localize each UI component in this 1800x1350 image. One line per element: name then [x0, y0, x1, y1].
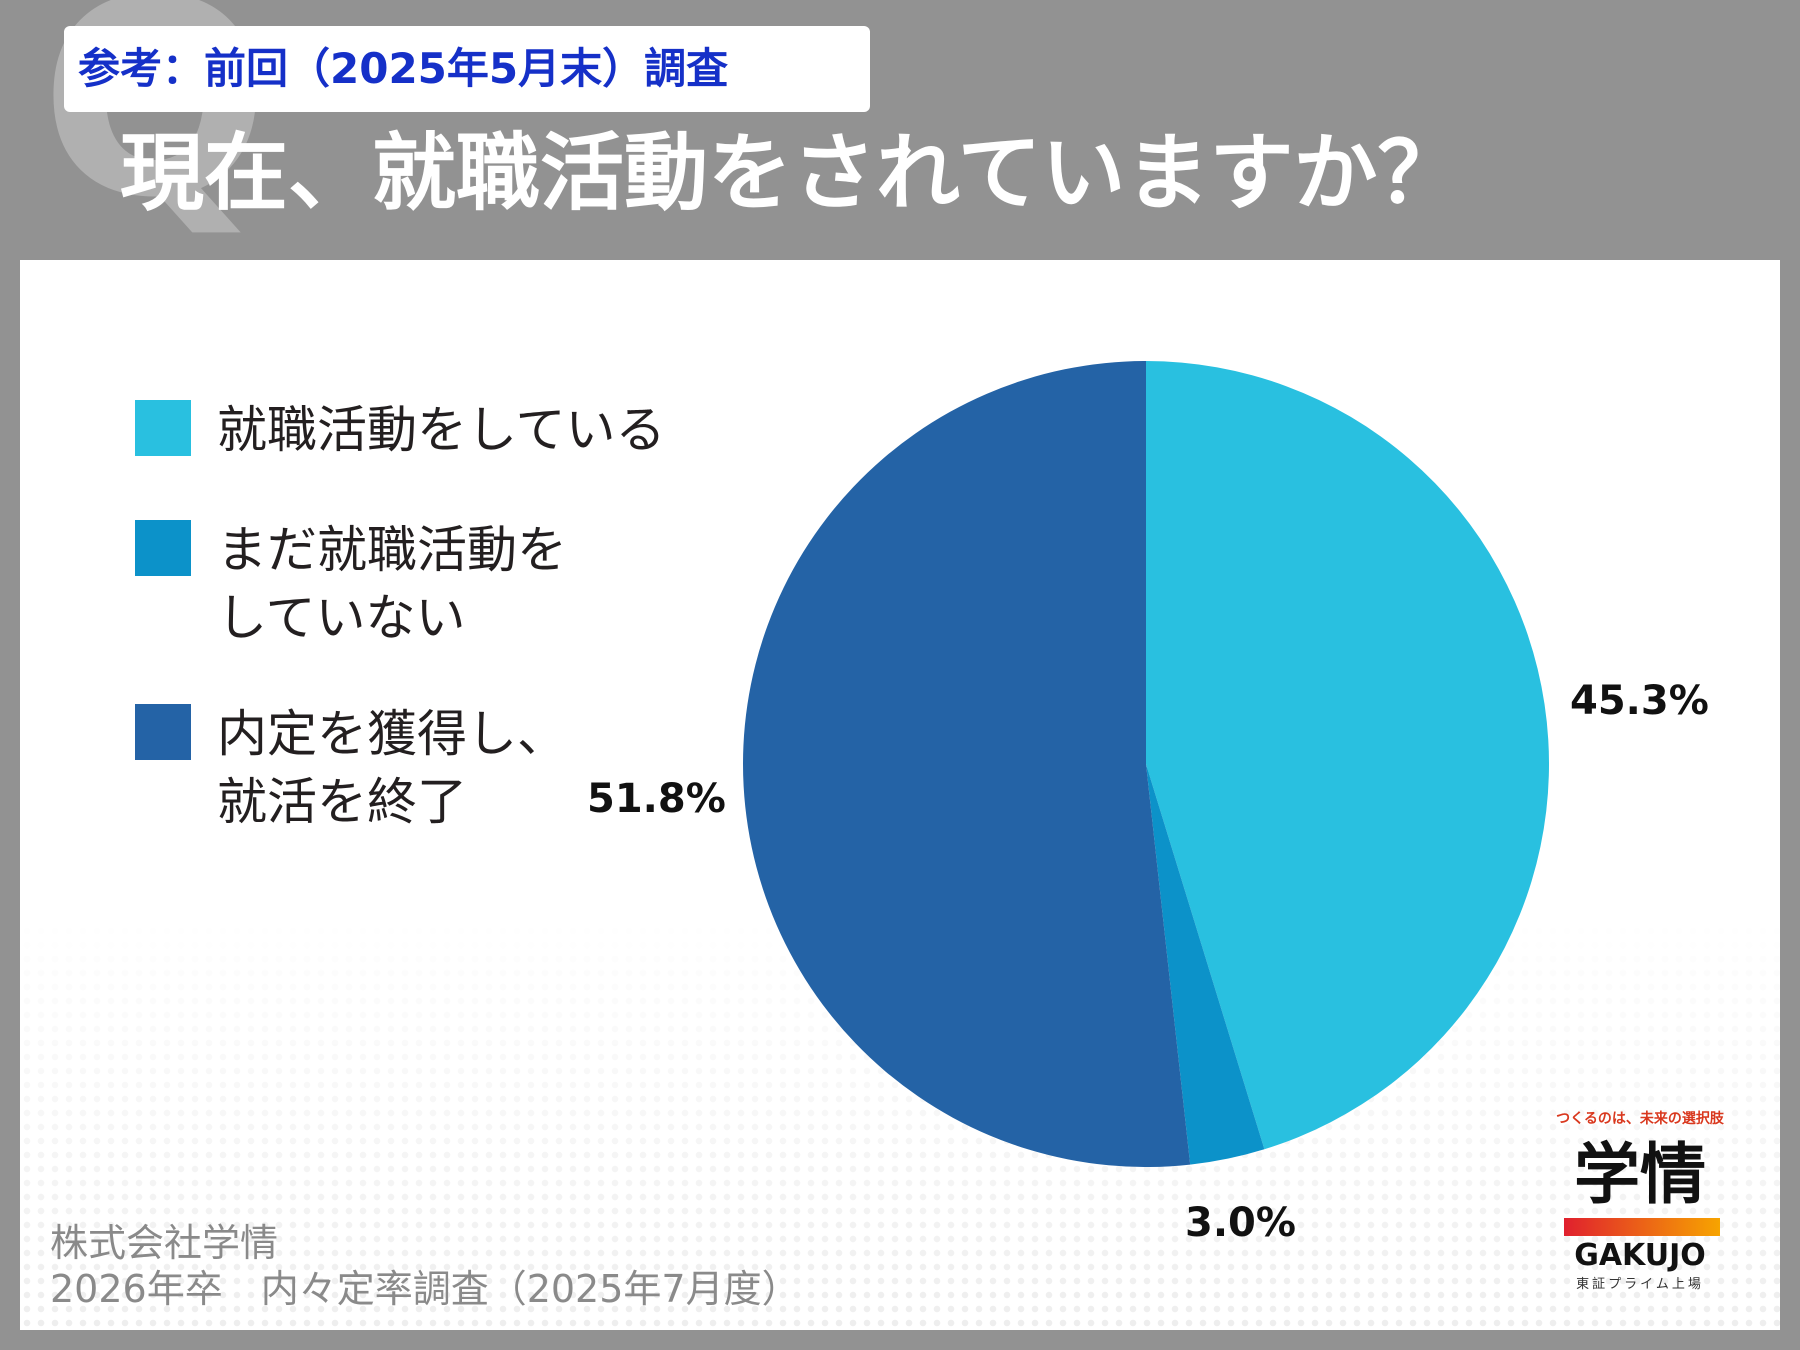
gakujo-logo: つくるのは、未来の選択肢 学情 GAKUJO 東証プライム上場 — [1540, 1108, 1740, 1294]
legend-label-finished: 内定を獲得し、 就活を終了 — [217, 705, 567, 831]
logo-kanji: 学情 — [1574, 1136, 1706, 1213]
data-label-finished: 51.8% — [587, 776, 726, 822]
logo-subtext: 東証プライム上場 — [1576, 1277, 1704, 1292]
source-footer: 株式会社学情 2026年卒 内々定率調査（2025年7月度） — [50, 1220, 800, 1312]
logo-english: GAKUJO — [1574, 1238, 1706, 1273]
legend-item-not-started: まだ就職活動を していない — [135, 516, 777, 652]
legend-swatch-not-started — [135, 520, 191, 576]
legend-item-searching: 就職活動をしている — [135, 396, 777, 464]
legend-item-finished: 内定を獲得し、 就活を終了 — [135, 700, 777, 836]
data-label-not-started: 3.0% — [1185, 1200, 1296, 1246]
data-label-searching: 45.3% — [1570, 678, 1709, 724]
legend-swatch-searching — [135, 400, 191, 456]
pie-slice-finished — [743, 361, 1191, 1167]
pie-slice-searching — [1146, 361, 1549, 1150]
legend-swatch-finished — [135, 704, 191, 760]
chart-panel: 就職活動をしている まだ就職活動を していない 内定を獲得し、 就活を終了 45… — [20, 260, 1780, 1330]
legend-label-not-started: まだ就職活動を していない — [217, 521, 567, 647]
pie-slice-not-started — [1146, 764, 1265, 1165]
footer-survey: 2026年卒 内々定率調査（2025年7月度） — [50, 1267, 800, 1311]
logo-tagline: つくるのは、未来の選択肢 — [1556, 1111, 1724, 1127]
footer-company: 株式会社学情 — [50, 1221, 279, 1265]
pie-chart — [743, 361, 1549, 1167]
logo-gradient-bar — [1564, 1218, 1720, 1236]
reference-tag: 参考：前回（2025年5月末）調査 — [64, 26, 870, 112]
page-title: 現在、就職活動をされていますか？ — [120, 124, 1462, 222]
legend-label-searching: 就職活動をしている — [217, 401, 666, 459]
